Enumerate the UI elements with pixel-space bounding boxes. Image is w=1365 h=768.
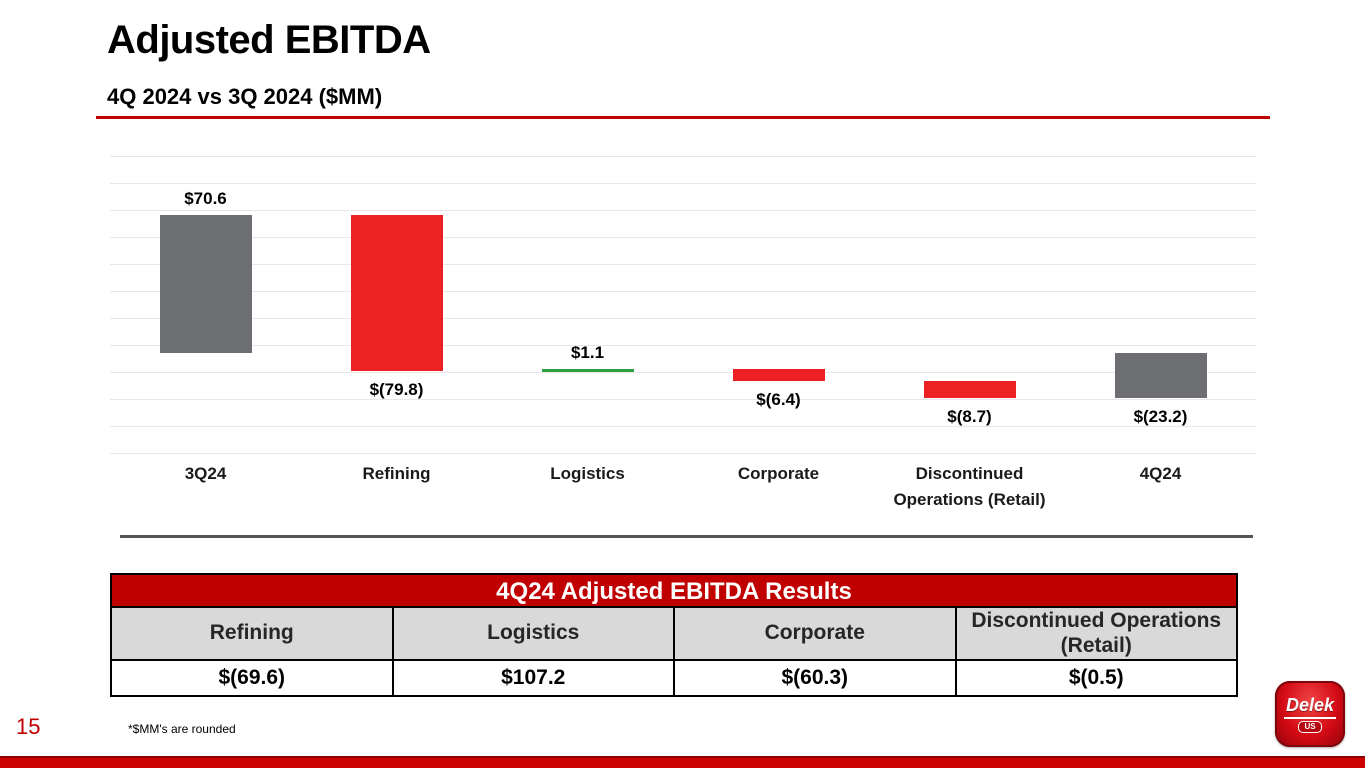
category-label-logistics: Logistics — [550, 464, 625, 483]
page-subtitle: 4Q 2024 vs 3Q 2024 ($MM) — [107, 84, 383, 109]
logo-sub-text: US — [1298, 721, 1322, 733]
waterfall-bar-logistics — [541, 368, 634, 372]
table-header-corporate: Corporate — [675, 608, 957, 661]
bar-value-label-3q24: $70.6 — [184, 189, 227, 209]
footnote: *$MM's are rounded — [128, 722, 236, 736]
table-value-logistics: $107.2 — [393, 661, 675, 695]
bar-value-label-refining: $(79.8) — [369, 379, 424, 399]
waterfall-bar-corporate — [732, 368, 825, 382]
waterfall-bar-discontinued-operations-retail- — [923, 381, 1016, 399]
table-header-discontinued-operations: Discontinued Operations (Retail) — [956, 608, 1236, 661]
waterfall-chart: $70.6 $(79.8) $1.1 $(6.4) $(8.7) $(23.2) — [110, 156, 1256, 456]
category-label-corporate: Corporate — [737, 464, 820, 483]
bar-value-label-logistics: $1.1 — [570, 342, 605, 362]
waterfall-bar-refining — [350, 215, 443, 371]
table-value-discontinued-operations: $(0.5) — [956, 661, 1236, 695]
waterfall-bar-4q24 — [1114, 353, 1207, 399]
page-title: Adjusted EBITDA — [107, 18, 431, 62]
x-axis-line — [120, 535, 1253, 538]
title-underline — [96, 116, 1270, 119]
results-table: 4Q24 Adjusted EBITDA Results Refining Lo… — [110, 573, 1238, 697]
category-label-4q24: 4Q24 — [1139, 464, 1182, 483]
category-label-3q24: 3Q24 — [184, 464, 227, 483]
category-label-refining: Refining — [362, 464, 431, 483]
table-header-logistics: Logistics — [393, 608, 675, 661]
results-table-header-row: Refining Logistics Corporate Discontinue… — [112, 608, 1236, 661]
category-label-discontinued-operations: Discontinued Operations (Retail) — [893, 464, 1046, 510]
table-value-corporate: $(60.3) — [675, 661, 957, 695]
page-number: 15 — [16, 714, 41, 739]
bar-value-label-4q24: $(23.2) — [1133, 407, 1188, 427]
bottom-accent-bar — [0, 756, 1365, 768]
bar-value-label-corporate: $(6.4) — [756, 390, 801, 410]
bar-value-label-discontinued-operations-retail-: $(8.7) — [947, 407, 992, 427]
results-table-value-row: $(69.6) $107.2 $(60.3) $(0.5) — [112, 661, 1236, 695]
table-value-refining: $(69.6) — [112, 661, 394, 695]
results-table-title: 4Q24 Adjusted EBITDA Results — [112, 575, 1236, 608]
chart-category-axis: 3Q24 Refining Logistics Corporate Discon… — [110, 461, 1256, 514]
logo-brand-text: Delek — [1283, 695, 1337, 719]
table-header-refining: Refining — [112, 608, 394, 661]
waterfall-bar-3q24 — [159, 215, 252, 353]
delek-us-logo: Delek US — [1275, 681, 1345, 747]
